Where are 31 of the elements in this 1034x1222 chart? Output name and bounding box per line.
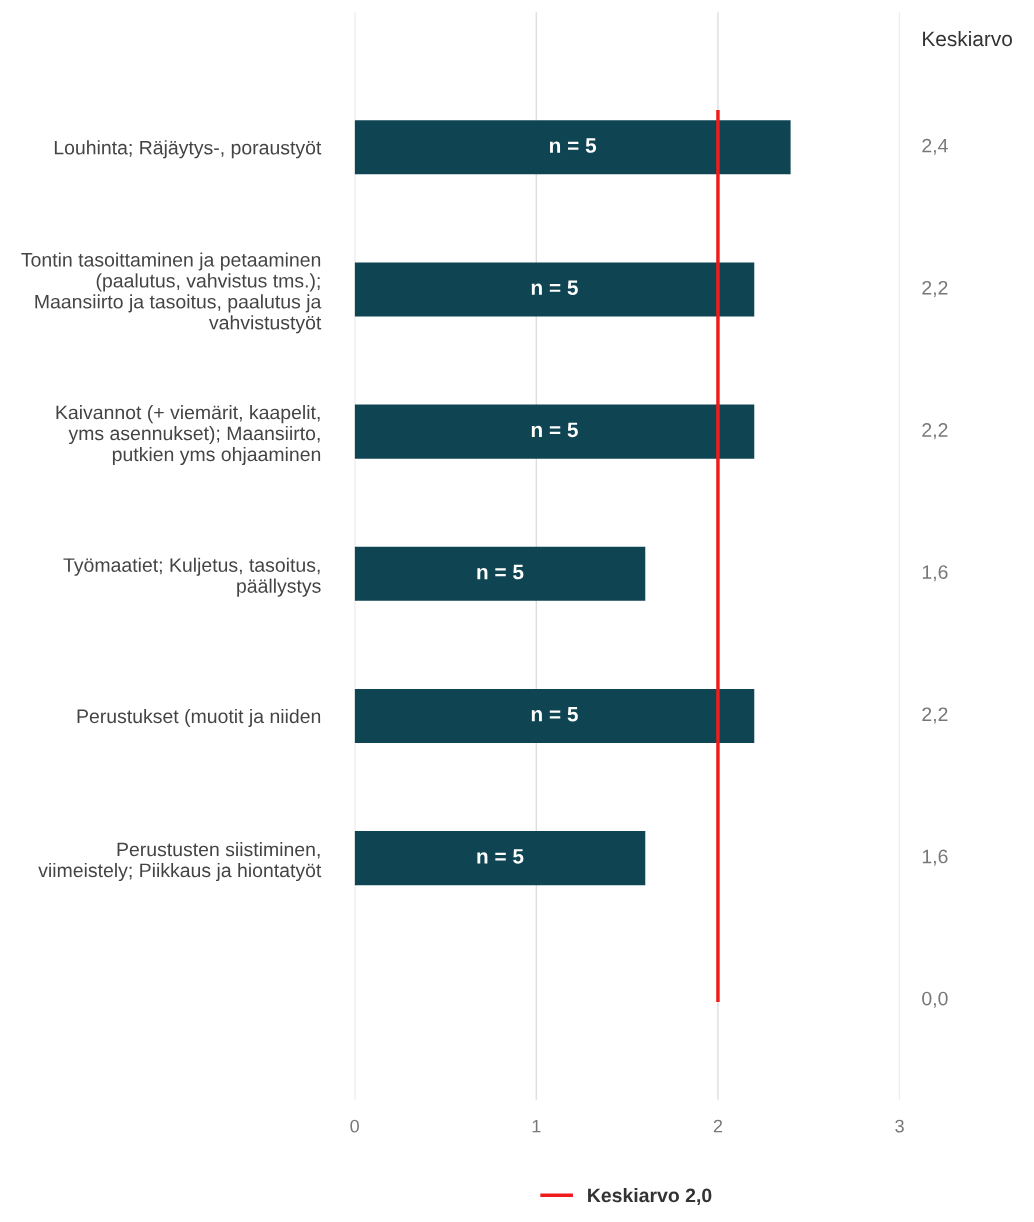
data-label: 1,6 [922, 565, 948, 582]
y-tick-label: Työmaatiet; Kuljetus, tasoitus, päällystys [63, 557, 321, 597]
x-tick-label: 3 [895, 1119, 904, 1133]
y-tick-label: Kaivannot (+ viemärit, kaapelit, yms asennukset); Maansiirto, putkien yms ohjaaminen [56, 405, 321, 466]
annotation: n = 5 [531, 707, 578, 722]
legend-label: Keskiarvo 2,0 [588, 1187, 712, 1206]
bar [354, 262, 755, 317]
bar [354, 546, 646, 601]
bar [354, 831, 646, 886]
annotation: n = 5 [477, 564, 524, 580]
data-label: 0,0 [922, 991, 948, 1008]
x-tick-label: 2 [713, 1119, 723, 1133]
bar [354, 688, 755, 743]
bar [354, 404, 755, 459]
y-tick-label: Perustukset (muotit ja niiden [77, 708, 321, 728]
annotation: n = 5 [531, 422, 578, 438]
y-tick-label: Perustusten siistiminen, viimeistely; Piikkaus ja hiontatyöt [38, 842, 322, 882]
y-tick-label: Louhinta; Räjäytys-, poraustyöt [54, 140, 322, 159]
data-label: 2,2 [922, 707, 948, 724]
x-tick-label: 0 [350, 1119, 359, 1133]
data-label: 2,4 [922, 138, 948, 155]
data-label: 2,2 [922, 423, 948, 440]
y2-axis-title: Keskiarvo [923, 30, 1012, 47]
annotation: n = 5 [549, 138, 597, 153]
y-tick-label: Tontin tasoittaminen ja petaaminen (paalutus, vahvistus tms.); Maansiirto ja tasoitus, paalutus ja vahvistustyöt [21, 252, 322, 334]
annotation: n = 5 [477, 849, 524, 864]
x-tick-label: 1 [532, 1119, 541, 1133]
data-label: 1,6 [922, 849, 948, 866]
data-label: 2,2 [922, 280, 948, 297]
bar [354, 120, 791, 175]
annotation: n = 5 [531, 280, 578, 296]
